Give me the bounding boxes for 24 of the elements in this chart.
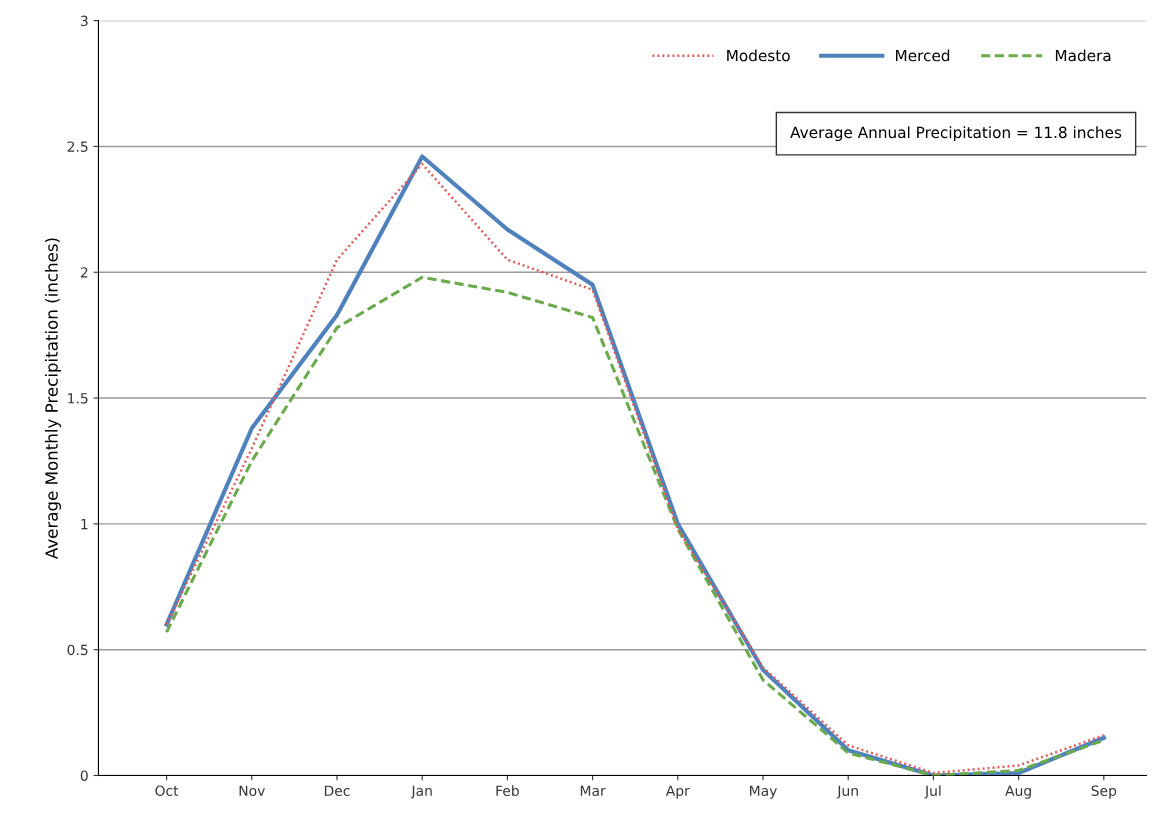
y-tick-label: 1.5	[68, 393, 88, 404]
y-tick-label: 3	[80, 15, 88, 27]
x-tick-label: Jan	[410, 785, 432, 799]
x-tick-label: Oct	[155, 785, 179, 796]
legend-label: Modesto	[727, 49, 790, 62]
y-tick-label: 0	[80, 770, 88, 781]
y-tick-label: 2	[80, 267, 88, 278]
x-tick-label: Aug	[1005, 785, 1031, 799]
y-tick-label: 2.5	[67, 141, 88, 152]
x-tick-label: Feb	[496, 785, 519, 796]
x-tick-label: Mar	[580, 785, 606, 796]
x-tick-label: Apr	[665, 785, 690, 799]
x-tick-label: Dec	[324, 785, 350, 796]
y-tick-label: 0.5	[67, 644, 88, 656]
legend-label: Merced	[896, 49, 950, 62]
y-axis-title: Average Monthly Precipitation (inches)	[44, 238, 62, 559]
legend-label: Madera	[1055, 49, 1111, 62]
y-tick-label: 1	[81, 519, 88, 530]
x-tick-label: Nov	[239, 785, 265, 796]
x-tick-label: May	[750, 785, 777, 799]
x-tick-label: Jun	[836, 785, 858, 799]
annotation: Average Annual Precipitation = 11.8 inches	[790, 126, 1122, 142]
x-tick-label: Sep	[1091, 785, 1117, 799]
x-tick-label: Jul	[924, 785, 941, 799]
